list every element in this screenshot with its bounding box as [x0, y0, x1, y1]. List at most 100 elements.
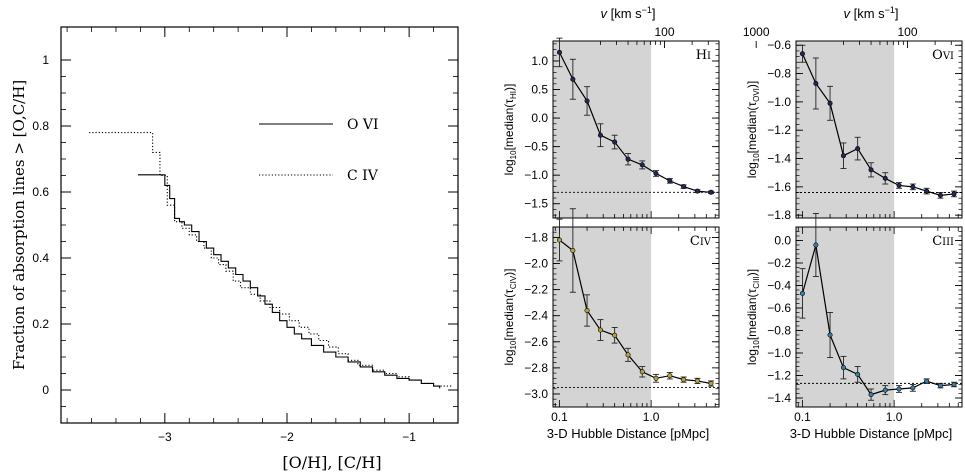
data-point-hi: [625, 156, 631, 162]
data-point-ciii: [855, 371, 861, 377]
data-point-ovi: [813, 80, 819, 86]
y-tick-label-civ: −2.2: [524, 283, 548, 297]
data-point-civ: [584, 307, 590, 313]
x-axis-label-civ: 3-D Hubble Distance [pMpc]: [547, 426, 710, 441]
data-point-ovi: [840, 153, 846, 159]
left-y-tick-label: 0.4: [32, 251, 49, 265]
left-plot-frame: [60, 26, 459, 424]
left-x-tick-label: −2: [280, 430, 294, 444]
data-point-ovi: [896, 182, 902, 188]
y-tick-label-ovi: −1.2: [767, 123, 791, 137]
y-tick-label-civ: −2.8: [524, 361, 548, 375]
data-point-ciii: [910, 385, 916, 391]
data-point-civ: [625, 352, 631, 358]
y-axis-label-ovi: log10[median(τOVI)]: [745, 81, 761, 178]
ion-label-hi: HI: [696, 48, 711, 63]
data-point-hi: [570, 76, 576, 82]
data-point-ovi: [951, 191, 957, 197]
data-point-ciii: [840, 365, 846, 371]
data-point-ovi: [855, 146, 861, 152]
x-tick-label-ciii: 1.0: [886, 410, 903, 424]
data-point-ovi: [799, 51, 805, 57]
data-point-hi: [694, 188, 700, 194]
left-y-tick-label: 0.8: [32, 119, 49, 133]
data-point-hi: [667, 178, 673, 184]
y-tick-label-ovi: −1.4: [767, 152, 791, 166]
y-tick-label-ovi: −1.8: [767, 208, 791, 222]
left-legend: O VI C IV: [259, 117, 379, 184]
data-point-hi: [597, 132, 603, 138]
data-point-ciii: [799, 290, 805, 296]
top-axis-tick-label-hi: 1000: [743, 25, 770, 39]
top-axis-tick-label-hi: 100: [655, 25, 675, 39]
data-point-ovi: [910, 184, 916, 190]
x-tick-label-ciii: 0.1: [794, 410, 811, 424]
y-tick-label-civ: −2.0: [524, 257, 548, 271]
left-x-tick-label: −1: [402, 430, 416, 444]
y-tick-label-ciii: −1.0: [767, 346, 791, 360]
x-tick-label-civ: 0.1: [551, 410, 568, 424]
shaded-region-hi: [553, 41, 652, 218]
y-tick-label-ciii: −0.6: [767, 301, 791, 315]
data-point-ciii: [827, 332, 833, 338]
y-tick-label-civ: −1.8: [524, 230, 548, 244]
shaded-region-civ: [553, 227, 652, 407]
y-tick-label-hi: −1.0: [524, 168, 548, 182]
panel-civ: 0.1 1.0 3-D Hubble Distance [pMpc] −3.0 −2.8…: [502, 208, 720, 441]
left-y-tick-label: 0: [42, 383, 49, 397]
data-point-hi: [584, 98, 590, 104]
y-tick-label-ciii: −0.2: [767, 256, 791, 270]
shaded-region-ciii: [796, 227, 895, 407]
data-point-ciii: [813, 242, 819, 248]
plot-frame-ovi: [795, 40, 963, 219]
cumulative-fraction-panel: −3 −2 −1 0 0.2 0.4 0.6 0.8 1 O VI C IV [O/H], [C…: [10, 26, 459, 472]
y-tick-label-ciii: −0.4: [767, 279, 791, 293]
y-tick-label-hi: 0.5: [531, 83, 548, 97]
left-x-axis-label: [O/H], [C/H]: [282, 453, 381, 472]
data-point-civ: [653, 375, 659, 381]
y-tick-label-ovi: −1.6: [767, 180, 791, 194]
data-point-ovi: [882, 175, 888, 181]
data-point-civ: [708, 381, 714, 387]
data-point-hi: [708, 189, 714, 195]
y-tick-label-ciii: −1.2: [767, 369, 791, 383]
data-point-hi: [639, 162, 645, 168]
shaded-region-ovi: [796, 41, 895, 218]
data-point-ciii: [924, 378, 930, 384]
data-point-hi: [681, 184, 687, 190]
top-axis-label-hi: v [km s−1]: [600, 5, 655, 21]
data-point-ciii: [937, 383, 943, 389]
y-tick-label-hi: 1.0: [531, 54, 548, 68]
y-tick-label-ciii: −1.4: [767, 391, 791, 405]
data-point-ciii: [882, 387, 888, 393]
top-axis-label-ovi: v [km s−1]: [843, 5, 898, 21]
data-point-civ: [556, 237, 562, 243]
y-tick-label-civ: −3.0: [524, 387, 548, 401]
y-axis-label-ciii: log10[median(τCIII)]: [745, 269, 761, 365]
left-x-tick-label: −3: [158, 430, 172, 444]
y-tick-label-ovi: −1.0: [767, 95, 791, 109]
data-point-ciii: [896, 386, 902, 392]
series-civ-step-line: [89, 132, 453, 388]
panel-ciii: 0.1 1.0 3-D Hubble Distance [pMpc] −1.4 −1.2…: [745, 213, 963, 441]
data-point-civ: [667, 373, 673, 379]
y-tick-label-hi: −1.5: [524, 197, 548, 211]
data-point-ovi: [868, 167, 874, 173]
x-axis-label-ciii: 3-D Hubble Distance [pMpc]: [790, 426, 953, 441]
series-ovi-step-line: [137, 174, 441, 389]
data-point-hi: [612, 139, 618, 145]
top-axis-tick-label-ovi: 100: [898, 25, 918, 39]
data-point-ovi: [924, 188, 930, 194]
data-point-hi: [556, 49, 562, 55]
y-axis-label-hi: log10[median(τHI)]: [502, 84, 518, 176]
y-tick-label-ovi: −0.6: [767, 38, 791, 52]
y-tick-label-civ: −2.6: [524, 335, 548, 349]
x-tick-label-civ: 1.0: [643, 410, 660, 424]
data-point-civ: [639, 369, 645, 375]
data-point-ciii: [951, 381, 957, 387]
left-axis-ticks: −3 −2 −1 0 0.2 0.4 0.6 0.8 1: [32, 27, 458, 444]
ion-label-ovi: OVI: [932, 48, 954, 63]
data-point-hi: [653, 170, 659, 176]
data-point-civ: [612, 332, 618, 338]
